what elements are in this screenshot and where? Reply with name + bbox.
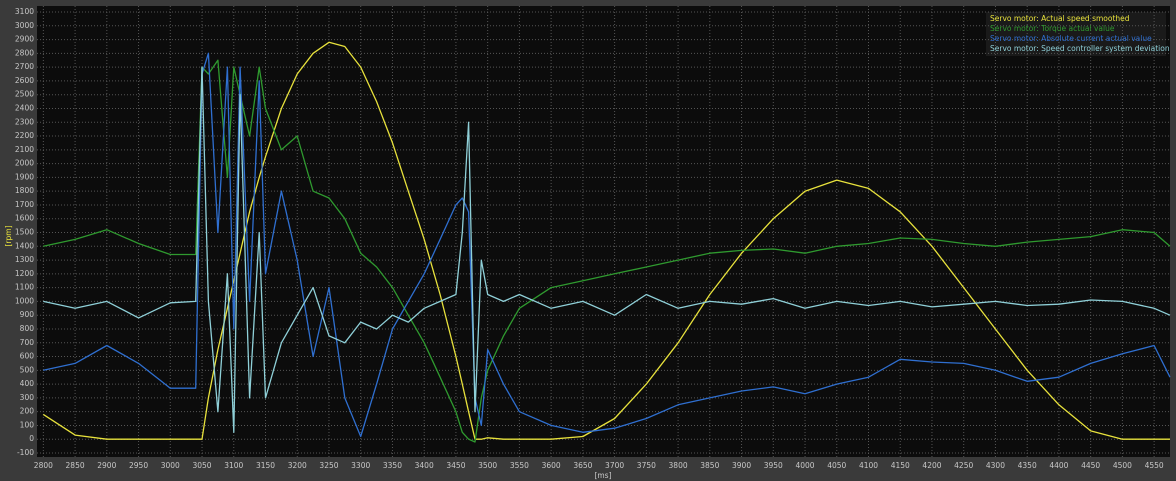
y-tick-label: 1900 — [15, 172, 34, 181]
y-tick-label: 1700 — [15, 200, 34, 209]
y-tick-label: 1400 — [15, 241, 34, 250]
x-tick-label: 3450 — [446, 461, 465, 470]
y-tick-label: 2200 — [15, 131, 34, 140]
x-tick-label: 4450 — [1081, 461, 1100, 470]
x-tick-label: 4300 — [986, 461, 1005, 470]
y-tick-label: 700 — [20, 338, 35, 347]
plot-area — [37, 6, 1170, 457]
series-line — [42, 41, 1170, 440]
y-tick-label: 1200 — [15, 269, 34, 278]
y-tick-label: 1300 — [15, 255, 34, 264]
x-tick-label: 4200 — [922, 461, 941, 470]
legend-item: Servo motor: Absolute current actual val… — [990, 34, 1152, 43]
x-tick-label: 2800 — [34, 461, 53, 470]
y-tick-label: 900 — [20, 310, 35, 319]
x-tick-label: 4000 — [795, 461, 814, 470]
x-tick-label: 3150 — [256, 461, 275, 470]
y-tick-label: 300 — [20, 393, 35, 402]
x-tick-label: 4500 — [1113, 461, 1132, 470]
x-tick-label: 3950 — [764, 461, 783, 470]
x-tick-label: 3900 — [732, 461, 751, 470]
y-tick-label: 2800 — [15, 48, 34, 57]
y-tick-label: 2000 — [15, 159, 34, 168]
series-line — [43, 59, 1171, 443]
x-tick-label: 3100 — [224, 461, 243, 470]
y-tick-label: 1000 — [15, 296, 34, 305]
y-tick-label: 2500 — [15, 90, 34, 99]
x-tick-label: 4400 — [1049, 461, 1068, 470]
y-tick-label: 500 — [20, 365, 35, 374]
series-line — [43, 52, 1171, 438]
x-tick-label: 4150 — [891, 461, 910, 470]
x-tick-label: 4100 — [859, 461, 878, 470]
y-tick-label: 0 — [29, 434, 34, 443]
x-tick-label: 3550 — [510, 461, 529, 470]
y-tick-label: 3000 — [15, 21, 34, 30]
x-tick-label: 3650 — [573, 461, 592, 470]
y-tick-label: 600 — [20, 352, 35, 361]
x-tick-label: 2950 — [129, 461, 148, 470]
x-tick-label: 4050 — [827, 461, 846, 470]
series-line — [43, 66, 1171, 433]
y-tick-label: 2900 — [15, 35, 34, 44]
x-tick-label: 3300 — [351, 461, 370, 470]
x-axis-label: [ms] — [594, 471, 611, 480]
x-tick-label: 3800 — [669, 461, 688, 470]
y-tick-label: 200 — [20, 407, 35, 416]
x-tick-label: 3850 — [700, 461, 719, 470]
x-tick-label: 4250 — [954, 461, 973, 470]
y-tick-label: 3100 — [15, 7, 34, 16]
x-tick-label: 3600 — [542, 461, 561, 470]
y-tick-label: 2700 — [15, 62, 34, 71]
x-tick-label: 3500 — [478, 461, 497, 470]
y-tick-label: -100 — [17, 448, 34, 457]
y-tick-label: 1100 — [15, 283, 34, 292]
x-tick-label: 2850 — [66, 461, 85, 470]
y-tick-label: 1500 — [15, 228, 34, 237]
y-tick-label: 1800 — [15, 186, 34, 195]
x-tick-label: 3750 — [637, 461, 656, 470]
y-tick-label: 2300 — [15, 117, 34, 126]
x-tick-label: 3400 — [415, 461, 434, 470]
x-tick-label: 3200 — [288, 461, 307, 470]
y-tick-label: 2600 — [15, 76, 34, 85]
legend-item: Servo motor: Torque actual value — [990, 24, 1115, 33]
legend-item: Servo motor: Speed controller system dev… — [990, 44, 1170, 53]
y-tick-label: 800 — [20, 324, 35, 333]
x-tick-label: 3250 — [319, 461, 338, 470]
x-tick-label: 3050 — [192, 461, 211, 470]
x-tick-label: 3000 — [161, 461, 180, 470]
y-tick-label: 2400 — [15, 103, 34, 112]
x-tick-label: 3700 — [605, 461, 624, 470]
x-tick-label: 4550 — [1145, 461, 1164, 470]
x-tick-label: 4350 — [1018, 461, 1037, 470]
y-axis-label: [rpm] — [4, 225, 13, 246]
legend — [986, 12, 1166, 56]
x-tick-label: 3350 — [383, 461, 402, 470]
x-tick-label: 2900 — [97, 461, 116, 470]
y-tick-label: 1600 — [15, 214, 34, 223]
y-tick-label: 2100 — [15, 145, 34, 154]
legend-item: Servo motor: Actual speed smoothed — [990, 14, 1130, 23]
y-tick-label: 400 — [20, 379, 35, 388]
y-tick-label: 100 — [20, 420, 35, 429]
